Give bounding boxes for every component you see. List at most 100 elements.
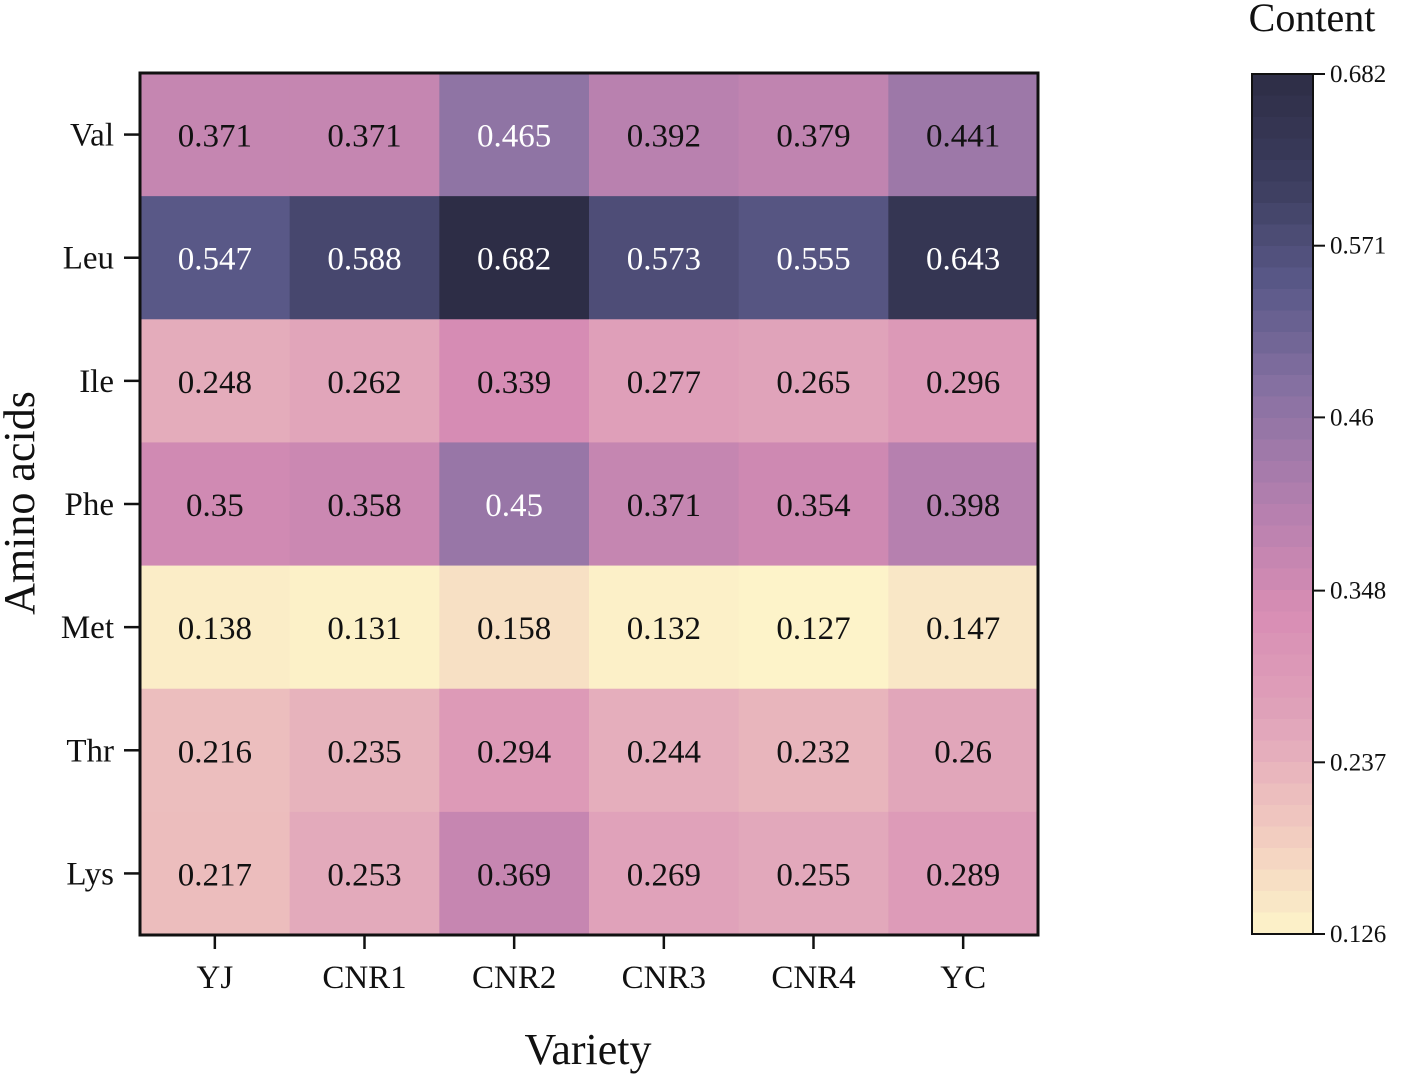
- colorbar-title: Content: [1249, 0, 1376, 40]
- cell-value-label: 0.216: [178, 734, 252, 770]
- cell-value-label: 0.127: [776, 611, 850, 647]
- colorbar-segment: [1252, 439, 1313, 462]
- x-axis-title: Variety: [524, 1025, 651, 1074]
- cell-value-label: 0.262: [327, 365, 401, 401]
- y-tick-label: Ile: [79, 364, 114, 400]
- colorbar-segment: [1252, 568, 1313, 591]
- heatmap-cell: [140, 565, 291, 690]
- heatmap-cell: [589, 196, 740, 320]
- colorbar-segment: [1252, 869, 1313, 892]
- heatmap-cell: [738, 688, 889, 813]
- heatmap-cell: [589, 811, 740, 936]
- heatmap-cell: [589, 565, 740, 690]
- cell-value-label: 0.358: [327, 488, 401, 524]
- cell-value-label: 0.138: [178, 611, 252, 647]
- colorbar-segment: [1252, 418, 1313, 440]
- colorbar-segment: [1252, 461, 1313, 483]
- cell-value-label: 0.465: [477, 119, 551, 155]
- heatmap-cell: [439, 688, 590, 813]
- cell-value-label: 0.232: [776, 734, 850, 770]
- colorbar-segment: [1252, 805, 1313, 827]
- heatmap-cell: [439, 811, 590, 936]
- heatmap-cell: [888, 196, 1039, 320]
- heatmap-cell: [140, 73, 291, 197]
- heatmap-cell: [589, 73, 740, 197]
- colorbar-segment: [1252, 289, 1313, 311]
- colorbar-segment: [1252, 697, 1313, 720]
- colorbar-segment: [1252, 160, 1313, 182]
- heatmap-cell: [589, 319, 740, 443]
- colorbar-segment: [1252, 246, 1313, 268]
- cell-value-label: 0.244: [627, 734, 701, 770]
- cell-value-label: 0.369: [477, 857, 551, 893]
- heatmap-cell: [140, 688, 291, 813]
- colorbar-segment: [1252, 375, 1313, 397]
- cell-value-label: 0.277: [627, 365, 701, 401]
- colorbar-segment: [1252, 783, 1313, 806]
- heatmap-cell: [140, 442, 291, 567]
- heatmap-cell: [289, 319, 440, 443]
- heatmap-cell: [140, 196, 291, 320]
- x-tick-label: CNR4: [771, 960, 855, 996]
- heatmap-cell: [888, 565, 1039, 690]
- colorbar-tick-label: 0.682: [1330, 61, 1386, 88]
- heatmap-cell: [589, 442, 740, 567]
- colorbar-segment: [1252, 633, 1313, 655]
- colorbar-segment: [1252, 676, 1313, 698]
- cell-value-label: 0.392: [627, 119, 701, 155]
- cell-value-label: 0.379: [776, 119, 850, 155]
- heatmap-cell: [738, 565, 889, 690]
- colorbar-segment: [1252, 891, 1313, 913]
- cell-value-label: 0.339: [477, 365, 551, 401]
- heatmap-cell: [888, 319, 1039, 443]
- heatmap-cell: [289, 442, 440, 567]
- cell-value-label: 0.296: [926, 365, 1000, 401]
- y-tick-label: Lys: [66, 856, 114, 892]
- cell-value-label: 0.45: [485, 488, 543, 524]
- colorbar-tick-label: 0.237: [1330, 749, 1386, 776]
- colorbar-segment: [1252, 525, 1313, 548]
- cell-value-label: 0.588: [327, 242, 401, 278]
- heatmap-cell: [439, 565, 590, 690]
- cell-value-label: 0.294: [477, 734, 551, 770]
- colorbar: 0.682 0.571 0.46 0.348 0.237 0.126: [1251, 61, 1386, 948]
- cell-value-label: 0.235: [327, 734, 401, 770]
- colorbar-segment: [1252, 654, 1313, 677]
- y-axis-title: Amino acids: [0, 391, 44, 615]
- colorbar-segment: [1252, 826, 1313, 849]
- cell-value-label: 0.371: [327, 119, 401, 155]
- heatmap-cells: 0.371 0.371 0.465 0.392 0.379 0.441 0.547 0.588…: [140, 73, 1039, 936]
- cell-value-label: 0.217: [178, 857, 252, 893]
- cell-value-label: 0.35: [186, 488, 244, 524]
- colorbar-segment: [1252, 547, 1313, 569]
- heatmap-cell: [289, 196, 440, 320]
- colorbar-segment: [1252, 224, 1313, 247]
- colorbar-segment: [1252, 912, 1313, 935]
- cell-value-label: 0.158: [477, 611, 551, 647]
- heatmap-cell: [140, 811, 291, 936]
- colorbar-segment: [1252, 310, 1313, 333]
- cell-value-label: 0.354: [776, 488, 850, 524]
- colorbar-segment: [1252, 482, 1313, 505]
- y-axis: Val Leu Ile Phe Met Thr Lys: [61, 118, 140, 892]
- colorbar-tick-label: 0.126: [1330, 921, 1386, 948]
- colorbar-segment: [1252, 332, 1313, 354]
- cell-value-label: 0.132: [627, 611, 701, 647]
- colorbar-segment: [1252, 590, 1313, 612]
- heatmap-cell: [589, 688, 740, 813]
- x-tick-label: YJ: [196, 960, 233, 996]
- x-tick-label: CNR1: [322, 960, 406, 996]
- cell-value-label: 0.131: [327, 611, 401, 647]
- y-tick-label: Met: [61, 610, 114, 646]
- x-tick-label: CNR3: [622, 960, 706, 996]
- cell-value-label: 0.289: [926, 857, 1000, 893]
- x-tick-label: YC: [940, 960, 986, 996]
- y-tick-label: Thr: [66, 733, 114, 769]
- cell-value-label: 0.398: [926, 488, 1000, 524]
- colorbar-frame: [1251, 73, 1314, 935]
- colorbar-segment: [1252, 117, 1313, 139]
- heatmap-cell: [289, 565, 440, 690]
- cell-value-label: 0.371: [178, 119, 252, 155]
- heatmap-cell: [738, 442, 889, 567]
